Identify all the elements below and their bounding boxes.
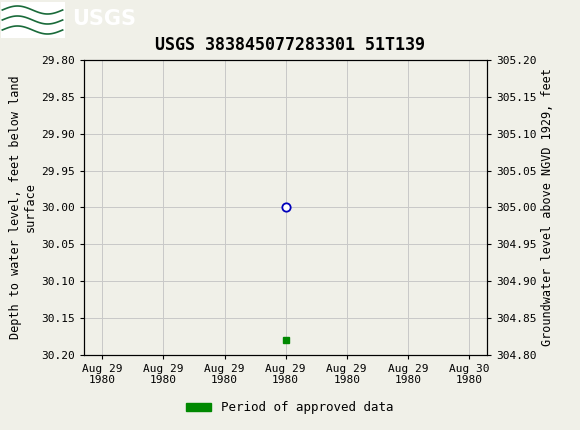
Y-axis label: Depth to water level, feet below land
surface: Depth to water level, feet below land su… [9, 76, 37, 339]
Bar [1, 3, 65, 37]
Legend: Period of approved data: Period of approved data [181, 396, 399, 419]
Text: USGS: USGS [72, 9, 136, 29]
Text: USGS 383845077283301 51T139: USGS 383845077283301 51T139 [155, 36, 425, 54]
Y-axis label: Groundwater level above NGVD 1929, feet: Groundwater level above NGVD 1929, feet [541, 68, 554, 347]
